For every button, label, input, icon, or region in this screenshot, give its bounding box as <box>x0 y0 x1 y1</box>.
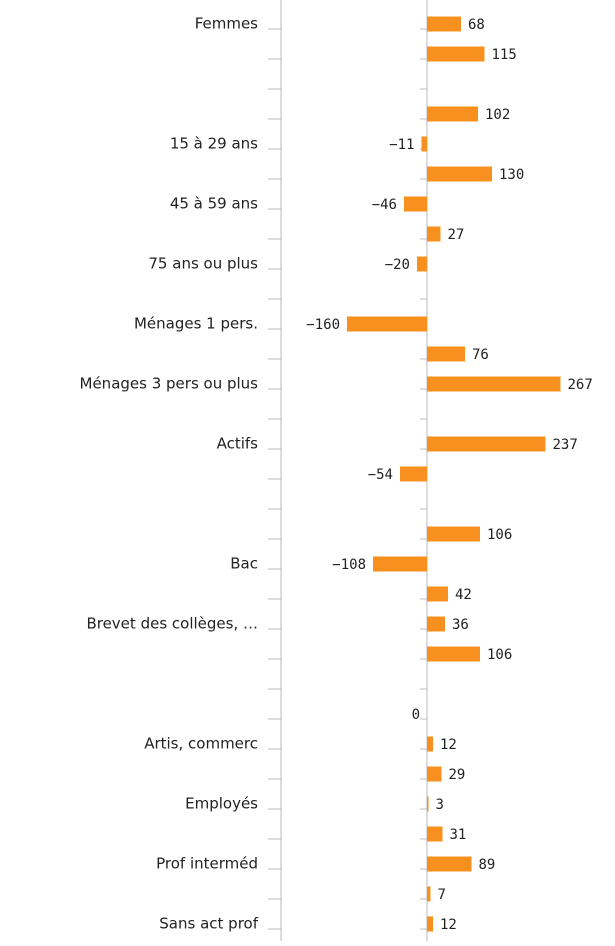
value-label: 267 <box>568 377 593 393</box>
bar <box>427 856 472 872</box>
bar <box>427 526 480 542</box>
category-label: 45 à 59 ans <box>170 195 258 213</box>
value-label: −160 <box>306 317 340 333</box>
value-label: 115 <box>492 47 517 63</box>
value-label: −20 <box>385 257 410 273</box>
bar <box>427 46 485 62</box>
bar <box>427 796 429 812</box>
value-label: 89 <box>479 857 496 873</box>
bar <box>427 616 445 632</box>
value-label: 106 <box>487 647 512 663</box>
bar <box>417 256 427 272</box>
bar <box>427 346 465 362</box>
bar <box>427 166 492 182</box>
category-label: Sans act prof <box>159 915 258 933</box>
bar <box>400 466 427 482</box>
value-label: 3 <box>436 797 444 813</box>
value-label: −54 <box>368 467 393 483</box>
category-label: Employés <box>185 795 258 813</box>
value-label: −108 <box>332 557 366 573</box>
value-label: 42 <box>455 587 472 603</box>
value-label: 68 <box>468 17 485 33</box>
value-label: 7 <box>438 887 446 903</box>
category-label: Ménages 1 pers. <box>134 315 258 333</box>
bar <box>427 646 480 662</box>
bar <box>427 106 478 122</box>
value-label: 27 <box>448 227 465 243</box>
bar <box>373 556 427 572</box>
value-label: 102 <box>485 107 510 123</box>
category-label: Brevet des collèges, … <box>86 615 258 633</box>
bar <box>427 826 443 842</box>
bar <box>347 316 427 332</box>
bar <box>427 436 546 452</box>
value-label: 12 <box>440 737 457 753</box>
category-label: Bac <box>230 555 258 573</box>
value-label: 130 <box>499 167 524 183</box>
bar <box>427 586 448 602</box>
bar <box>427 16 461 32</box>
value-label: 12 <box>440 917 457 933</box>
value-label: 237 <box>553 437 578 453</box>
value-label: −46 <box>372 197 397 213</box>
value-label: 31 <box>450 827 467 843</box>
bar <box>427 226 441 242</box>
value-label: −11 <box>389 137 414 153</box>
value-label: 0 <box>412 707 420 723</box>
bar <box>404 196 427 212</box>
category-label: 75 ans ou plus <box>148 255 258 273</box>
category-label: Ménages 3 pers ou plus <box>80 375 259 393</box>
value-label: 76 <box>472 347 489 363</box>
category-label: Prof interméd <box>156 855 258 873</box>
value-label: 36 <box>452 617 469 633</box>
value-label: 106 <box>487 527 512 543</box>
bar <box>427 916 433 932</box>
bar <box>427 766 442 782</box>
category-label: Actifs <box>217 435 259 453</box>
category-label: Femmes <box>195 15 258 33</box>
category-label: Artis, commerc <box>144 735 258 753</box>
bar <box>421 136 427 152</box>
value-label: 29 <box>449 767 466 783</box>
bar <box>427 736 433 752</box>
category-label: 15 à 29 ans <box>170 135 258 153</box>
bar <box>427 376 561 392</box>
bar <box>427 886 431 902</box>
